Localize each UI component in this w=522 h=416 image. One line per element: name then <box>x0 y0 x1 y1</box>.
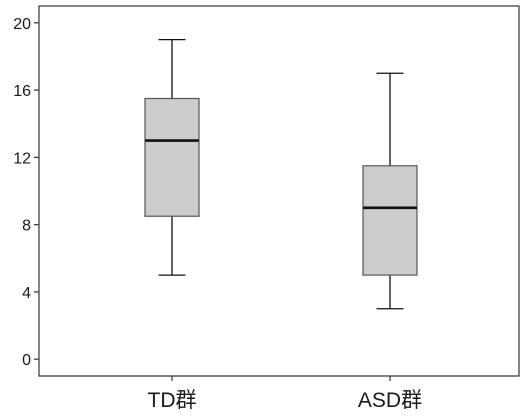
y-tick-label: 0 <box>22 352 31 369</box>
plot-frame <box>38 5 520 377</box>
plot-area-border <box>38 5 520 377</box>
y-tick-label: 16 <box>13 83 31 100</box>
x-category-label: TD群 <box>148 389 197 412</box>
y-tick-label: 8 <box>22 218 31 235</box>
y-tick-label: 20 <box>13 16 31 33</box>
box-asd <box>362 72 418 310</box>
y-axis: 0 4 8 12 16 20 <box>13 16 39 369</box>
x-axis: TD群 ASD群 <box>148 376 422 412</box>
iqr-box <box>144 97 200 217</box>
y-tick-label: 12 <box>13 150 31 167</box>
x-category-label: ASD群 <box>358 389 422 412</box>
iqr-box <box>362 165 418 276</box>
box-td <box>144 38 200 276</box>
box-series <box>144 38 418 310</box>
y-tick-label: 4 <box>22 285 31 302</box>
